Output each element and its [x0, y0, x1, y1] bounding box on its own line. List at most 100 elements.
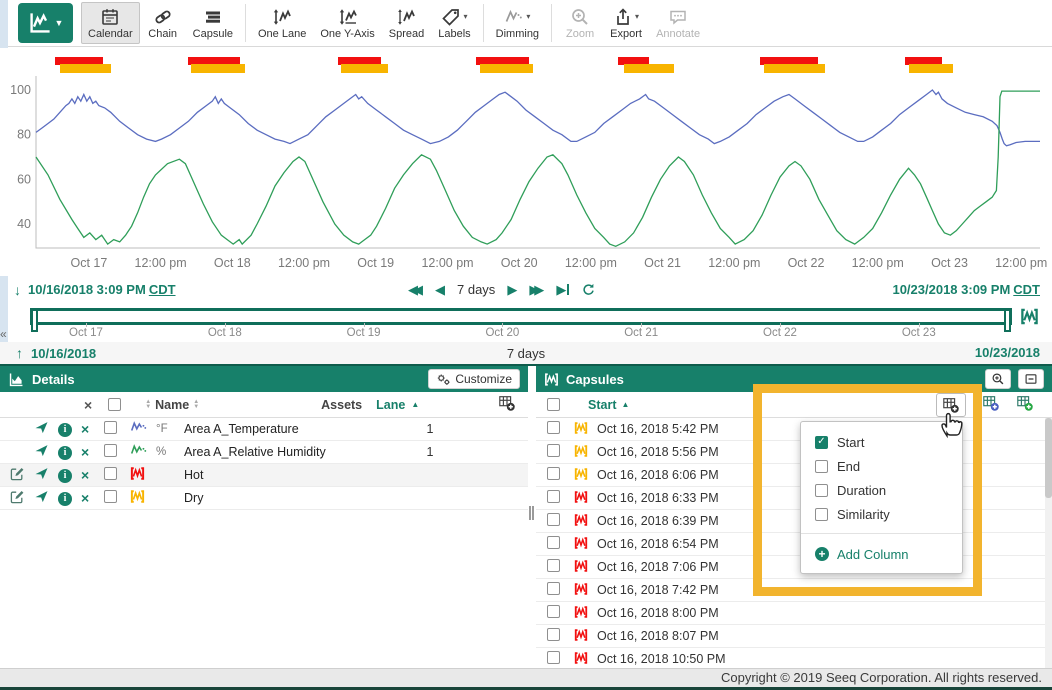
- capsule-row[interactable]: Oct 16, 2018 6:39 PM: [536, 510, 1052, 533]
- capsule-row[interactable]: Oct 16, 2018 7:42 PM: [536, 579, 1052, 602]
- capsule-row[interactable]: Oct 16, 2018 6:06 PM: [536, 464, 1052, 487]
- menu-item-duration[interactable]: Duration: [801, 478, 962, 502]
- hot-capsule-bar[interactable]: [476, 57, 529, 65]
- dry-capsule-bar[interactable]: [341, 64, 388, 73]
- dry-capsule-bar[interactable]: [480, 64, 533, 73]
- summary-end-date[interactable]: 10/23/2018: [975, 345, 1040, 360]
- item-name[interactable]: Area A_Relative Humidity: [184, 445, 418, 459]
- step-forward-half-button[interactable]: ▶: [507, 282, 517, 298]
- collapse-panel-button[interactable]: [1018, 369, 1044, 389]
- hot-capsule-bar[interactable]: [188, 57, 240, 65]
- toolbar-item-annotate[interactable]: Annotate: [649, 2, 707, 44]
- capsule-row[interactable]: Oct 16, 2018 5:42 PM: [536, 418, 1052, 441]
- item-name[interactable]: Hot: [184, 468, 418, 482]
- row-checkbox[interactable]: [104, 444, 130, 460]
- trend-plot[interactable]: 100806040Oct 1712:00 pmOct 1812:00 pmOct…: [0, 48, 1052, 276]
- send-to-trend-icon[interactable]: [34, 489, 58, 507]
- dry-capsule-bar[interactable]: [909, 64, 953, 73]
- remove-item-icon[interactable]: ×: [81, 421, 104, 437]
- edit-icon[interactable]: [0, 466, 34, 485]
- start-column-header[interactable]: Start: [588, 398, 616, 412]
- details-row-hot[interactable]: i × Hot: [0, 464, 528, 487]
- details-row-area-a-temperature[interactable]: i × °F Area A_Temperature 1: [0, 418, 528, 441]
- sort-icon[interactable]: ▲▼: [145, 400, 151, 410]
- timezone-link[interactable]: CDT: [149, 282, 176, 297]
- range-end-datetime[interactable]: 10/23/2018 3:09 PMCDT: [892, 282, 1040, 297]
- toolbar-item-export[interactable]: ▾ Export: [603, 2, 649, 44]
- dry-capsule-bar[interactable]: [191, 64, 245, 73]
- menu-item-end[interactable]: End: [801, 454, 962, 478]
- similarity-checkbox[interactable]: [815, 508, 828, 521]
- toolbar-item-chain[interactable]: Chain: [140, 2, 186, 44]
- dry-capsule-bar[interactable]: [764, 64, 825, 73]
- details-row-area-a-relative-humidity[interactable]: i × % Area A_Relative Humidity 1: [0, 441, 528, 464]
- toolbar-item-one-y-axis[interactable]: One Y-Axis: [313, 2, 381, 44]
- duration-label[interactable]: 7 days: [457, 282, 495, 297]
- remove-all-icon[interactable]: ×: [84, 397, 92, 413]
- capsules-scrollbar[interactable]: [1045, 418, 1052, 668]
- hot-capsule-bar[interactable]: [338, 57, 381, 65]
- menu-item-similarity[interactable]: Similarity: [801, 502, 962, 526]
- name-column-header[interactable]: Name: [155, 398, 189, 412]
- zoom-to-capsule-button[interactable]: [985, 369, 1011, 389]
- dry-capsule-bar[interactable]: [60, 64, 111, 73]
- remove-item-icon[interactable]: ×: [81, 444, 104, 460]
- capsule-checkbox[interactable]: [547, 444, 560, 460]
- toolbar-item-capsule[interactable]: Capsule: [186, 2, 240, 44]
- toolbar-item-calendar[interactable]: Calendar: [81, 2, 140, 44]
- end-checkbox[interactable]: [815, 460, 828, 473]
- capsule-row[interactable]: Oct 16, 2018 8:00 PM: [536, 602, 1052, 625]
- toolbar-item-labels[interactable]: ▾ Labels: [431, 2, 477, 44]
- capsule-checkbox[interactable]: [547, 513, 560, 529]
- row-checkbox[interactable]: [104, 421, 130, 437]
- hot-capsule-bar[interactable]: [55, 57, 103, 65]
- remove-item-icon[interactable]: ×: [81, 467, 104, 483]
- dry-capsule-bar[interactable]: [624, 64, 674, 73]
- add-stat-column-icon[interactable]: [982, 394, 1000, 415]
- scrubber-selection[interactable]: [30, 308, 1012, 325]
- item-info-icon[interactable]: i: [58, 444, 81, 460]
- details-row-dry[interactable]: i × Dry: [0, 487, 528, 510]
- capsule-row[interactable]: Oct 16, 2018 5:56 PM: [536, 441, 1052, 464]
- item-name[interactable]: Area A_Temperature: [184, 422, 418, 436]
- add-property-column-icon[interactable]: [1016, 394, 1034, 415]
- capsule-checkbox[interactable]: [547, 628, 560, 644]
- add-column-menu-item[interactable]: + Add Column: [801, 541, 962, 567]
- customize-button[interactable]: Customize: [428, 369, 520, 389]
- add-column-icon[interactable]: [498, 394, 516, 415]
- lane-column-header[interactable]: Lane: [376, 398, 405, 412]
- capsule-checkbox[interactable]: [547, 467, 560, 483]
- row-checkbox[interactable]: [104, 467, 130, 483]
- capsule-checkbox[interactable]: [547, 651, 560, 667]
- area-a-temperature-line[interactable]: [36, 90, 1040, 146]
- edit-icon[interactable]: [0, 489, 34, 508]
- toolbar-item-spread[interactable]: Spread: [382, 2, 431, 44]
- capsule-row[interactable]: Oct 16, 2018 10:50 PM: [536, 648, 1052, 668]
- trend-chart[interactable]: 100806040Oct 1712:00 pmOct 1812:00 pmOct…: [0, 48, 1052, 276]
- range-start-datetime[interactable]: 10/16/2018 3:09 PMCDT: [28, 282, 176, 297]
- item-info-icon[interactable]: i: [58, 467, 81, 483]
- scrubber-handle-left[interactable]: [31, 309, 38, 332]
- area-a-relative-humidity-line[interactable]: [36, 91, 1040, 246]
- capsule-checkbox[interactable]: [547, 582, 560, 598]
- step-forward-full-button[interactable]: ▶▶: [529, 282, 544, 298]
- refresh-button[interactable]: [581, 282, 596, 297]
- worksheet-view-button[interactable]: ▼: [18, 3, 73, 43]
- capsule-row[interactable]: Oct 16, 2018 8:07 PM: [536, 625, 1052, 648]
- send-to-trend-icon[interactable]: [34, 420, 58, 438]
- capsule-time-icon[interactable]: [1020, 307, 1039, 331]
- select-all-capsules-checkbox[interactable]: [547, 398, 560, 411]
- send-to-trend-icon[interactable]: [34, 466, 58, 484]
- panel-splitter[interactable]: [528, 366, 536, 668]
- timezone-link[interactable]: CDT: [1013, 282, 1040, 297]
- hot-capsule-bar[interactable]: [905, 57, 942, 65]
- scrollbar-thumb[interactable]: [1045, 418, 1052, 498]
- row-checkbox[interactable]: [104, 490, 130, 506]
- capsule-checkbox[interactable]: [547, 490, 560, 506]
- assets-column-header[interactable]: Assets: [321, 398, 362, 412]
- duration-checkbox[interactable]: [815, 484, 828, 497]
- capsule-row[interactable]: Oct 16, 2018 7:06 PM: [536, 556, 1052, 579]
- capsule-row[interactable]: Oct 16, 2018 6:54 PM: [536, 533, 1052, 556]
- toolbar-item-one-lane[interactable]: One Lane: [251, 2, 313, 44]
- menu-item-start[interactable]: ✓ Start: [801, 430, 962, 454]
